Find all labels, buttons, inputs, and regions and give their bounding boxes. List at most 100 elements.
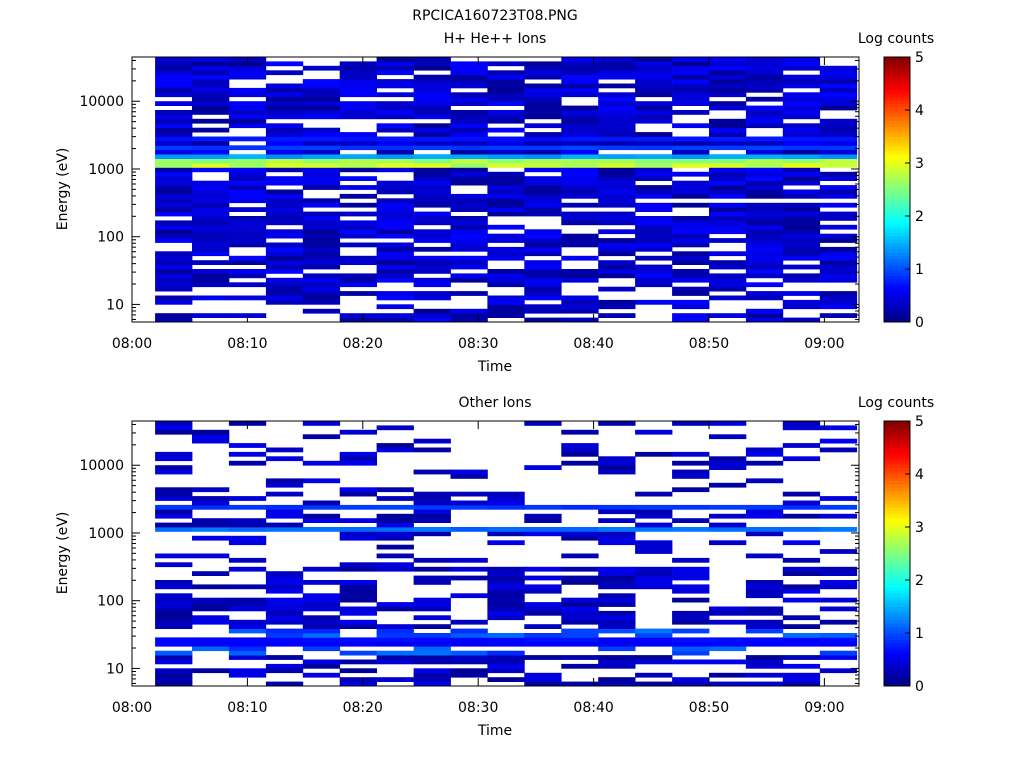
heatmap-cell <box>376 123 414 129</box>
colorbar-segment <box>884 500 910 505</box>
heatmap-cell <box>265 277 304 283</box>
heatmap-cell <box>745 207 784 212</box>
heatmap-cell <box>709 434 747 440</box>
heatmap-cell <box>192 211 230 217</box>
heatmap-cell <box>302 233 341 239</box>
heatmap-cell <box>302 154 341 159</box>
heatmap-cell <box>635 207 673 212</box>
heatmap-cell <box>228 650 267 656</box>
heatmap-cell <box>709 286 747 292</box>
colorbar-segment <box>884 556 910 561</box>
heatmap-cell <box>228 527 267 532</box>
heatmap-cell <box>745 260 784 265</box>
heatmap-cell <box>672 637 710 643</box>
heatmap-cell <box>228 540 267 546</box>
y-tick-label: 1000 <box>88 162 124 178</box>
colorbar-segment <box>884 490 910 495</box>
heatmap-cell <box>782 136 821 142</box>
colorbar-segment <box>884 609 910 614</box>
colorbar-segment <box>884 619 910 624</box>
heatmap-cell <box>524 584 562 590</box>
heatmap-cell <box>782 663 821 669</box>
heatmap-cell <box>413 575 451 581</box>
heatmap-cell <box>598 663 636 669</box>
heatmap-cell <box>487 610 525 616</box>
colorbar-segment <box>884 474 910 478</box>
heatmap-cell <box>413 193 451 199</box>
heatmap-cell <box>413 163 451 168</box>
heatmap-cell <box>413 140 451 146</box>
colorbar-segment <box>884 156 910 161</box>
heatmap-cell <box>524 207 562 212</box>
heatmap-cell <box>155 65 193 71</box>
heatmap-cell <box>192 87 230 93</box>
heatmap-cell <box>228 460 267 466</box>
heatmap-cell <box>598 628 636 634</box>
heatmap-cell <box>487 580 525 585</box>
colorbar-segment <box>884 646 910 651</box>
heatmap-cell <box>745 527 784 532</box>
heatmap-cell <box>339 114 377 120</box>
heatmap-cell <box>561 295 599 301</box>
heatmap-cell <box>819 299 858 305</box>
heatmap-cell <box>561 615 599 621</box>
heatmap-cell <box>487 531 525 537</box>
heatmap-cell <box>302 136 341 142</box>
heatmap-cell <box>561 79 599 84</box>
colorbar-segment <box>884 642 910 647</box>
colorbar-segment <box>884 596 910 601</box>
colorbar-segment <box>884 460 910 465</box>
heatmap-cell <box>709 606 747 612</box>
heatmap-cell <box>598 167 636 173</box>
heatmap-cell <box>819 425 858 431</box>
heatmap-cell <box>487 571 525 576</box>
heatmap-cell <box>782 527 821 532</box>
heatmap-cell <box>302 163 341 168</box>
heatmap-cell <box>450 557 488 563</box>
heatmap-cell <box>819 185 858 190</box>
heatmap-cell <box>450 202 488 208</box>
heatmap-cell <box>228 180 267 186</box>
heatmap-cell <box>302 500 341 506</box>
heatmap-cell <box>782 211 821 217</box>
heatmap-cell <box>709 83 747 89</box>
heatmap-cell <box>745 659 784 665</box>
heatmap-cell <box>376 295 414 301</box>
heatmap-cell <box>524 513 562 519</box>
heatmap-cell <box>598 646 636 652</box>
heatmap-cell <box>561 185 599 190</box>
heatmap-cell <box>487 655 525 660</box>
heatmap-cell <box>635 544 673 550</box>
heatmap-cell <box>598 180 636 186</box>
heatmap-cell <box>155 154 193 159</box>
colorbar-segment <box>884 454 910 458</box>
heatmap-cell <box>413 491 451 497</box>
heatmap-cell <box>376 313 414 318</box>
heatmap-cell <box>819 650 858 656</box>
heatmap-cell <box>155 597 193 603</box>
heatmap-cell <box>745 238 784 243</box>
heatmap-cell <box>819 96 858 102</box>
heatmap-cell <box>413 171 451 177</box>
heatmap-cell <box>745 193 784 199</box>
heatmap-cell <box>487 575 525 581</box>
heatmap-cell <box>672 154 710 159</box>
heatmap-cell <box>598 535 636 541</box>
heatmap-cell <box>339 105 377 111</box>
heatmap-cell <box>672 260 710 265</box>
heatmap-cell <box>155 602 193 607</box>
heatmap-cell <box>524 149 562 155</box>
heatmap-cell <box>155 425 193 431</box>
heatmap-cell <box>524 114 562 120</box>
heatmap-cell <box>524 61 562 67</box>
heatmap-cell <box>155 110 193 115</box>
colorbar-segment <box>884 182 910 187</box>
heatmap-cell <box>155 677 193 682</box>
heatmap-cell <box>228 282 267 288</box>
heatmap-cell <box>413 557 451 563</box>
heatmap-cell <box>672 216 710 221</box>
colorbar-tick-label: 1 <box>915 262 924 278</box>
heatmap-cell <box>598 70 636 76</box>
heatmap-cell <box>450 291 488 296</box>
heatmap-cell <box>265 211 304 217</box>
